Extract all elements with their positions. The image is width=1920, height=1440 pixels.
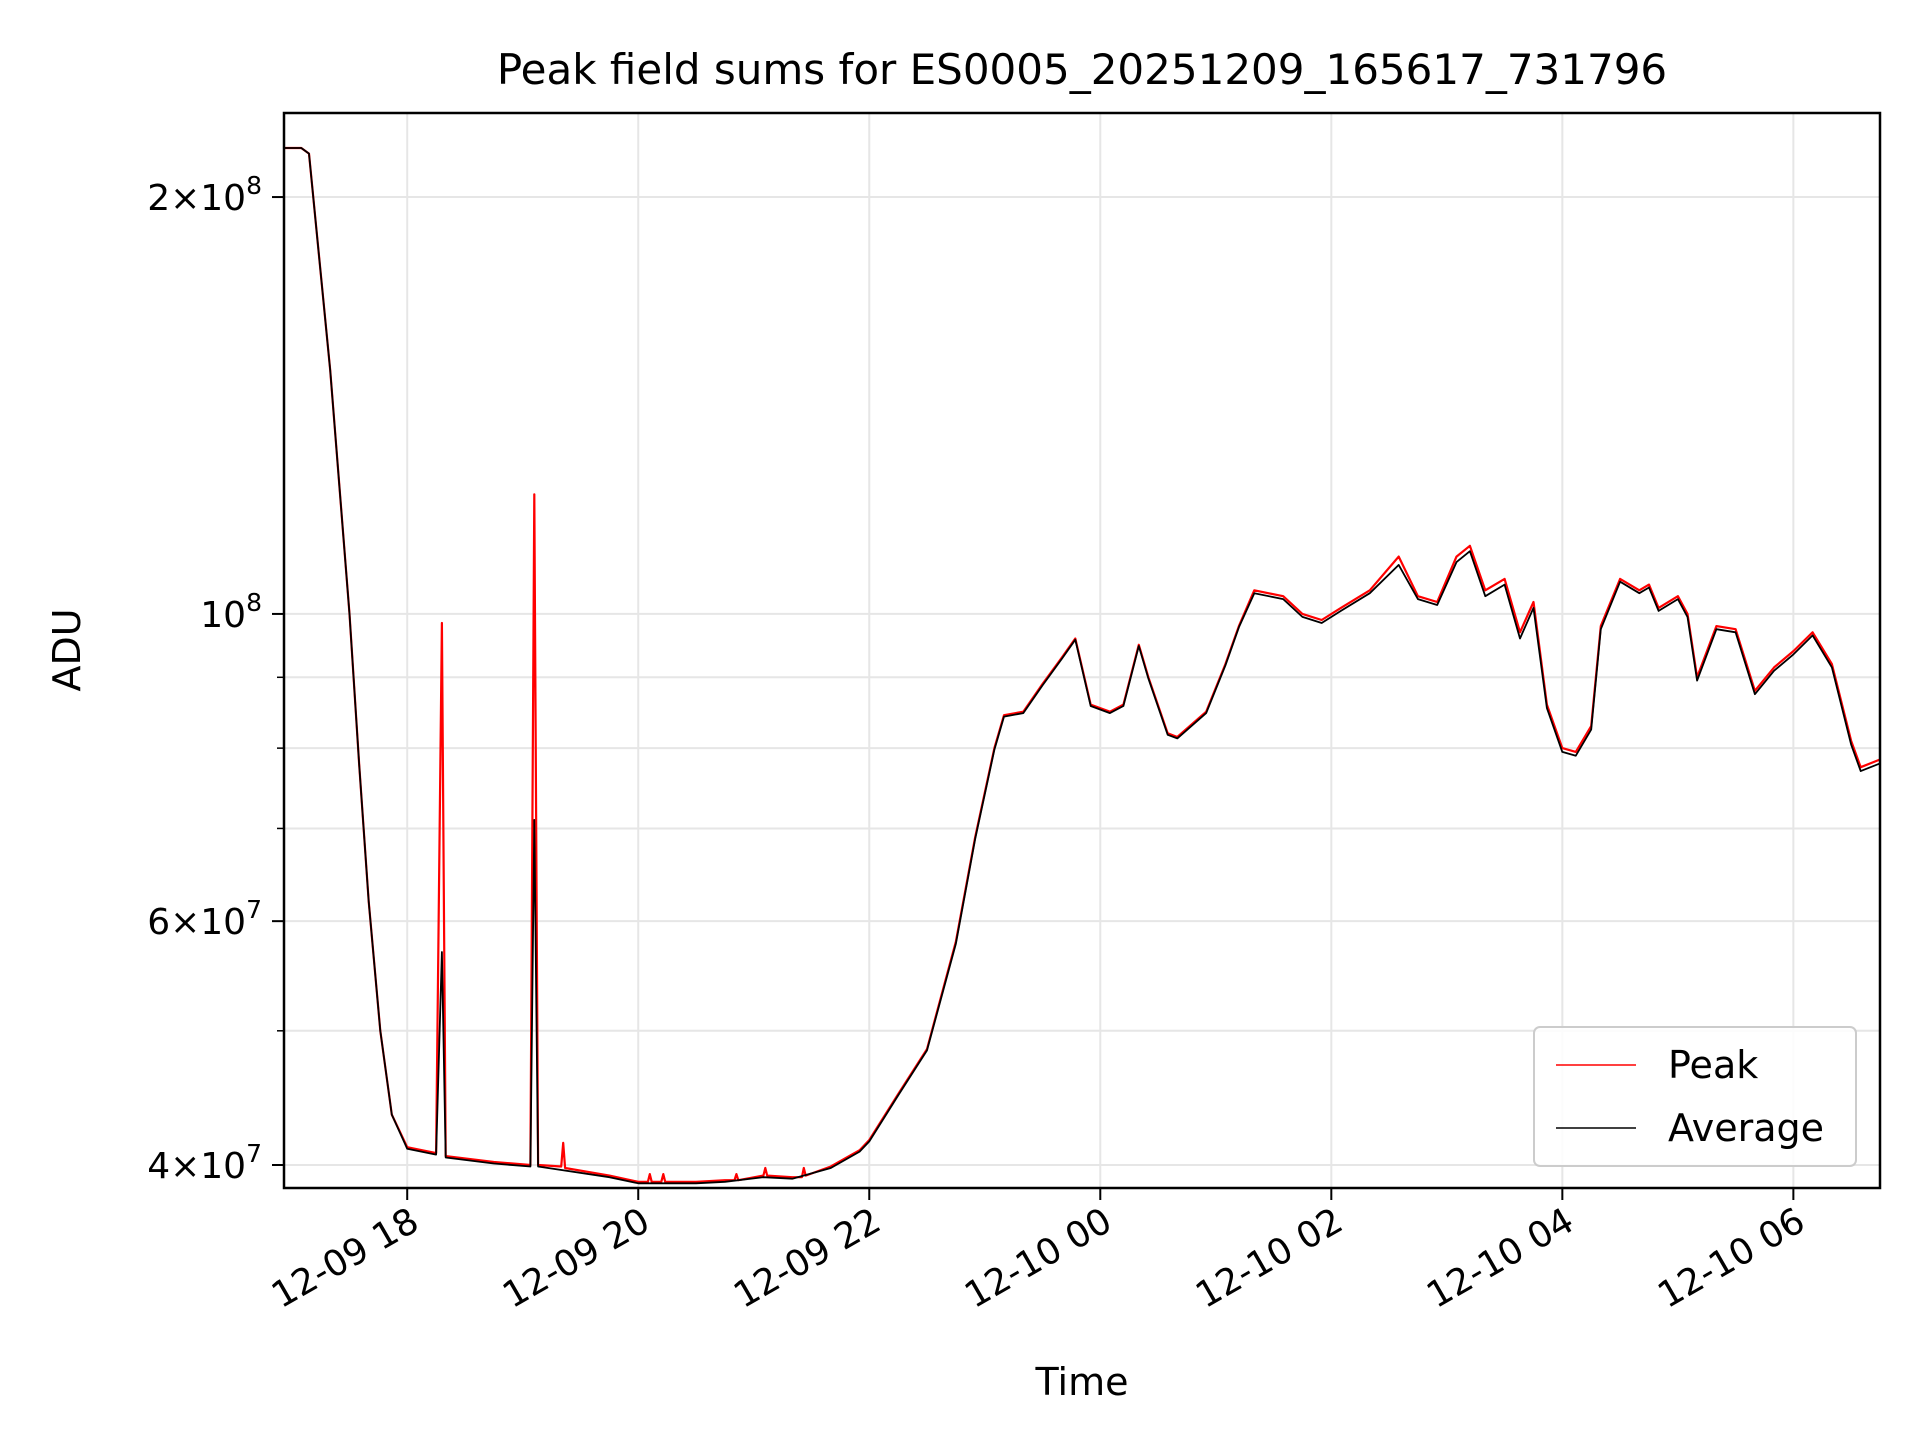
y-tick-label: 108	[200, 588, 262, 636]
x-axis-label: Time	[1035, 1360, 1129, 1404]
chart-title: Peak field sums for ES0005_20251209_1656…	[497, 45, 1667, 94]
legend-label-peak: Peak	[1668, 1043, 1758, 1087]
plot-frame	[282, 111, 1882, 1190]
legend-label-average: Average	[1668, 1106, 1824, 1150]
y-tick-label: 6×107	[147, 895, 262, 943]
y-axis-label: ADU	[45, 608, 89, 691]
y-tick-label: 2×108	[147, 171, 262, 219]
legend-box	[1533, 1026, 1857, 1167]
y-tick-label: 4×107	[147, 1139, 262, 1187]
series-lines	[284, 146, 1880, 1185]
legend: Peak Average	[1533, 1026, 1857, 1167]
y-axis: 4×107 6×107 108 2×108	[147, 171, 284, 1187]
series-line-average	[284, 147, 1880, 1185]
